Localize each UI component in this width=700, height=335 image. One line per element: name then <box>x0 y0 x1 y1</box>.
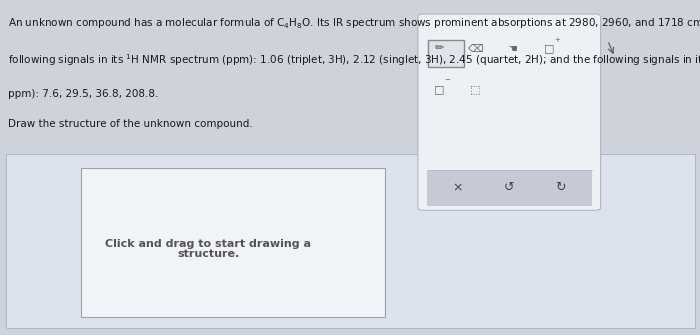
Text: structure.: structure. <box>177 249 239 259</box>
Text: ↻: ↻ <box>555 181 566 194</box>
Bar <box>428 40 464 67</box>
Text: ×: × <box>452 181 463 194</box>
Text: ↺: ↺ <box>504 181 514 194</box>
Text: −: − <box>444 77 450 83</box>
Text: ⬚: ⬚ <box>470 84 481 94</box>
Bar <box>6 154 695 328</box>
Bar <box>80 168 385 317</box>
Text: Draw the structure of the unknown compound.: Draw the structure of the unknown compou… <box>8 119 253 129</box>
Text: ☚: ☚ <box>508 44 517 54</box>
Text: Click and drag to start drawing a: Click and drag to start drawing a <box>106 239 312 249</box>
Text: +: + <box>554 37 561 43</box>
Bar <box>427 170 592 206</box>
Text: ✏: ✏ <box>434 44 444 54</box>
Text: □: □ <box>433 84 444 94</box>
Text: An unknown compound has a molecular formula of $\mathregular{C_4H_8}$O. Its IR s: An unknown compound has a molecular form… <box>8 15 700 31</box>
Text: ppm): 7.6, 29.5, 36.8, 208.8.: ppm): 7.6, 29.5, 36.8, 208.8. <box>8 89 159 99</box>
Text: □: □ <box>544 44 554 54</box>
Text: ⌫: ⌫ <box>468 44 484 54</box>
Text: following signals in its $^1$H NMR spectrum (ppm): 1.06 (triplet, 3H), 2.12 (sin: following signals in its $^1$H NMR spect… <box>8 52 700 68</box>
FancyBboxPatch shape <box>418 14 601 210</box>
